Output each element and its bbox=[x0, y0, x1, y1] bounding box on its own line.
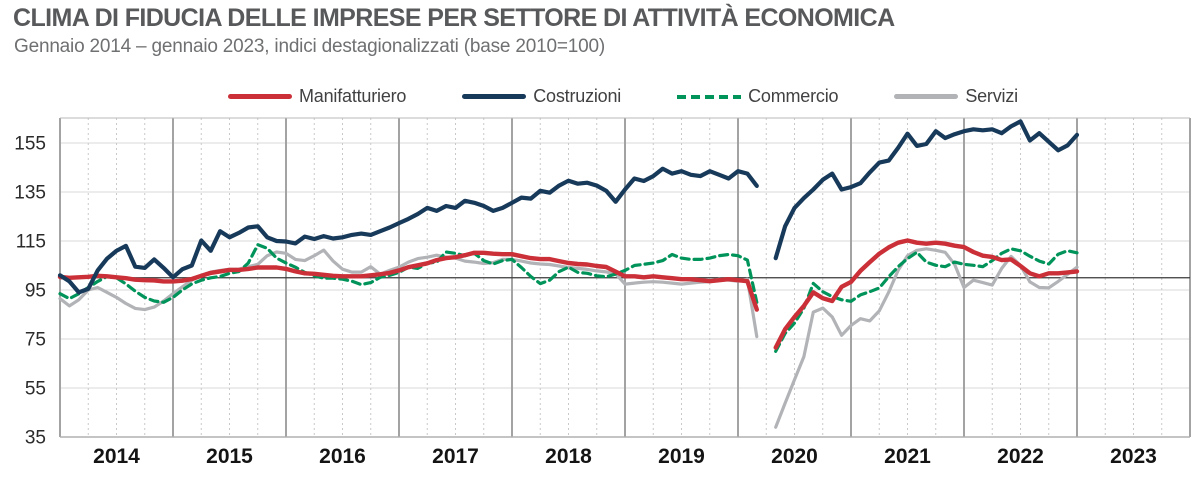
x-axis-year-label: 2022 bbox=[997, 445, 1044, 468]
legend-item-servizi: Servizi bbox=[894, 86, 1018, 107]
legend: Manifatturiero Costruzioni Commercio Serviz… bbox=[228, 86, 1018, 107]
y-axis-tick-label: 155 bbox=[14, 134, 46, 155]
series-lines bbox=[57, 119, 1080, 429]
legend-swatch-manifatturiero bbox=[228, 94, 292, 99]
legend-item-commercio: Commercio bbox=[677, 86, 839, 107]
series-line-servizi bbox=[58, 247, 1079, 429]
legend-item-manifatturiero: Manifatturiero bbox=[228, 86, 406, 107]
y-axis-tick-label: 135 bbox=[14, 183, 46, 204]
y-axis-tick-label: 35 bbox=[25, 428, 46, 449]
legend-label: Costruzioni bbox=[533, 86, 622, 106]
y-axis-tick-label: 75 bbox=[25, 330, 46, 351]
x-axis-year-label: 2018 bbox=[545, 445, 592, 468]
x-axis-year-label: 2017 bbox=[432, 445, 479, 468]
x-axis-year-label: 2016 bbox=[319, 445, 366, 468]
y-axis-tick-label: 95 bbox=[25, 281, 46, 302]
legend-item-costruzioni: Costruzioni bbox=[462, 86, 621, 107]
series-line-manifatturiero bbox=[57, 238, 1080, 350]
series-line-costruzioni bbox=[57, 119, 1080, 295]
legend-label: Servizi bbox=[965, 86, 1018, 106]
page-title: CLIMA DI FIDUCIA DELLE IMPRESE PER SETTO… bbox=[13, 4, 895, 32]
y-axis-tick-label: 55 bbox=[25, 379, 46, 400]
x-axis-year-label: 2019 bbox=[658, 445, 705, 468]
x-axis-year-label: 2020 bbox=[771, 445, 818, 468]
legend-swatch-servizi bbox=[894, 94, 959, 99]
chart-subtitle: Gennaio 2014 – gennaio 2023, indici dest… bbox=[14, 36, 605, 57]
legend-label: Commercio bbox=[748, 86, 839, 106]
legend-swatch-commercio bbox=[677, 94, 742, 99]
x-axis-year-label: 2023 bbox=[1110, 445, 1157, 468]
y-axis-labels: 35 55 75 95 115 135 155 bbox=[14, 134, 46, 449]
legend-label: Manifatturiero bbox=[299, 86, 407, 106]
x-axis-year-label: 2015 bbox=[206, 445, 253, 468]
x-axis-year-label: 2021 bbox=[884, 445, 931, 468]
y-axis-tick-label: 115 bbox=[16, 232, 46, 253]
x-axis-year-label: 2014 bbox=[93, 445, 140, 468]
x-axis-labels: 2014 2015 2016 2017 2018 2019 2020 2021 2022 2023 bbox=[93, 445, 1157, 468]
legend-swatch-costruzioni bbox=[462, 94, 527, 99]
